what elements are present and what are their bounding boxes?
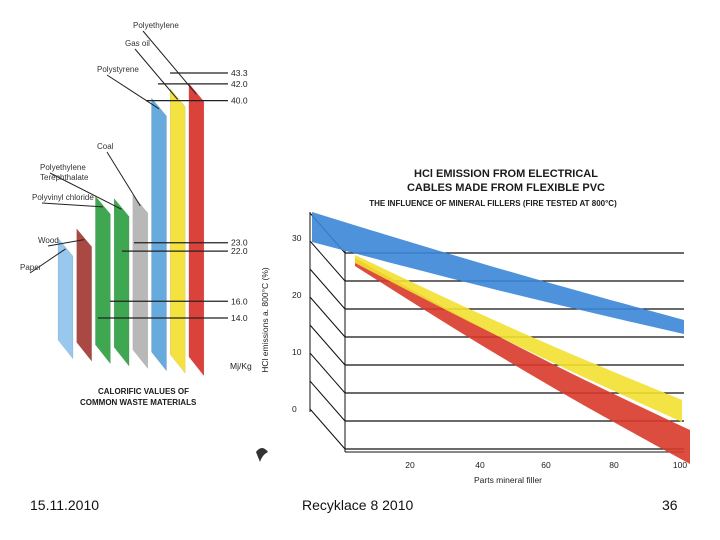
category-label: Polyvinyl chloride bbox=[32, 193, 94, 202]
grid-connector bbox=[309, 240, 346, 282]
value-label: 43.3 bbox=[231, 68, 248, 78]
footer-page-number: 36 bbox=[662, 497, 678, 513]
bar-wood bbox=[76, 228, 92, 363]
value-label: 23.0 bbox=[231, 238, 248, 248]
category-label: Gas oil bbox=[125, 39, 150, 48]
grid-connector bbox=[309, 352, 346, 394]
bar-gas-oil bbox=[169, 88, 186, 375]
category-leader bbox=[29, 248, 66, 274]
category-label: Paper bbox=[20, 263, 42, 272]
hcl-emission-chart: HCl EMISSION FROM ELECTRICAL CABLES MADE… bbox=[260, 168, 690, 485]
category-label: Polystyrene bbox=[97, 65, 139, 74]
category-label: Coal bbox=[97, 142, 114, 151]
grid-connector bbox=[309, 380, 346, 422]
calorific-title-line-2: COMMON WASTE MATERIALS bbox=[80, 398, 197, 407]
grid-connector bbox=[309, 324, 346, 366]
bar-polyvinyl-chloride bbox=[95, 195, 111, 365]
series-ribbon-red bbox=[355, 258, 690, 464]
bar-polyethylene-terephthalate bbox=[113, 197, 130, 367]
bar-coal bbox=[132, 194, 149, 370]
category-leader bbox=[142, 30, 197, 95]
x-tick-label: 40 bbox=[475, 460, 485, 470]
value-label: 16.0 bbox=[231, 296, 248, 306]
value-label: 40.0 bbox=[231, 96, 248, 106]
hcl-title-line-1: HCl EMISSION FROM ELECTRICAL bbox=[414, 168, 598, 180]
category-leader bbox=[106, 74, 160, 110]
value-label: 22.0 bbox=[231, 246, 248, 256]
footer-course-title: Recyklace 8 2010 bbox=[302, 497, 414, 513]
series-ribbon-blue bbox=[312, 212, 684, 334]
y-tick-label: 30 bbox=[292, 233, 302, 243]
y-tick-label: 0 bbox=[292, 404, 297, 414]
x-tick-label: 80 bbox=[609, 460, 619, 470]
y-tick-label: 20 bbox=[292, 290, 302, 300]
hcl-x-axis-label: Parts mineral filler bbox=[474, 475, 542, 485]
hcl-title-line-2: CABLES MADE FROM FLEXIBLE PVC bbox=[407, 182, 605, 194]
footer-date: 15.11.2010 bbox=[30, 497, 100, 513]
decorative-mark bbox=[256, 448, 268, 462]
series-ribbon-yellow bbox=[355, 255, 682, 422]
grid-connector bbox=[309, 268, 346, 310]
value-label: 14.0 bbox=[231, 313, 248, 323]
category-leader bbox=[41, 202, 103, 208]
category-label: Polyethylene Terephthalate bbox=[40, 163, 89, 182]
x-tick-label: 20 bbox=[405, 460, 415, 470]
bar-paper bbox=[57, 237, 74, 360]
hcl-subtitle: THE INFLUENCE OF MINERAL FILLERS (FIRE T… bbox=[369, 199, 617, 208]
calorific-values-chart: 14.0 16.0 22.023.0 40.0 42.043.3 Paper Wood Po… bbox=[20, 21, 252, 407]
category-leader bbox=[106, 151, 141, 207]
x-tick-label: 60 bbox=[541, 460, 551, 470]
grid-connector bbox=[309, 296, 346, 338]
category-leader bbox=[47, 239, 85, 247]
x-tick-label: 100 bbox=[673, 460, 687, 470]
grid-connector bbox=[309, 408, 346, 450]
category-leader bbox=[49, 172, 122, 210]
bar-polyethylene bbox=[188, 82, 205, 377]
calorific-unit-label: Mj/Kg bbox=[230, 361, 252, 371]
hcl-y-axis-label: HCl emissions a. 800°C (%) bbox=[260, 267, 270, 373]
category-label: Polyethylene bbox=[133, 21, 179, 30]
category-label: Wood bbox=[38, 236, 59, 245]
calorific-title-line-1: CALORIFIC VALUES OF bbox=[98, 387, 189, 396]
category-leader bbox=[134, 48, 179, 100]
bar-polystyrene bbox=[151, 97, 167, 372]
y-tick-label: 10 bbox=[292, 347, 302, 357]
value-label: 42.0 bbox=[231, 79, 248, 89]
